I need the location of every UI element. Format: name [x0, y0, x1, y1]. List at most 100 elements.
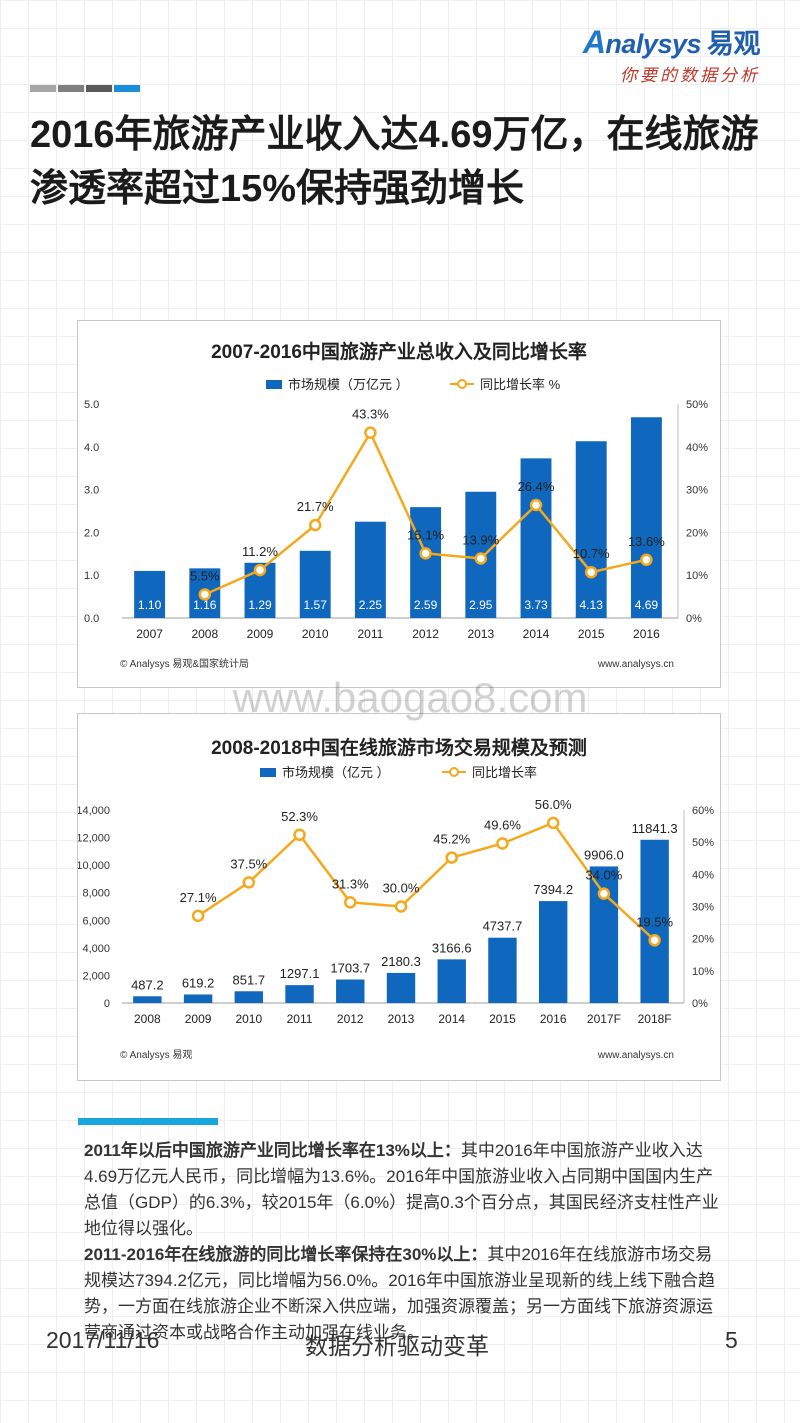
- bar-value-label: 2.25: [359, 598, 383, 612]
- paragraph-2-heading: 2011-2016年在线旅游的同比增长率保持在30%以上：: [84, 1245, 488, 1264]
- bar: [336, 979, 365, 1003]
- bar: [354, 521, 386, 618]
- bar-value-label: 4.69: [635, 598, 659, 612]
- bar-value-label: 1.29: [248, 598, 272, 612]
- logo-wordmark: Analysys 易观: [582, 22, 761, 61]
- bar-value-label: 1703.7: [330, 961, 370, 976]
- x-axis-tick-label: 2015: [489, 1012, 516, 1026]
- growth-rate-label: 13.6%: [628, 534, 665, 549]
- growth-rate-point: [445, 851, 458, 864]
- bar-value-label: 2180.3: [381, 954, 421, 969]
- bar: [133, 996, 162, 1003]
- analysis-text: 2011年以后中国旅游产业同比增长率在13%以上：其中2016年中国旅游产业收入…: [84, 1138, 724, 1346]
- right-axis-tick-label: 50%: [692, 837, 714, 849]
- growth-rate-label: 11.2%: [242, 544, 278, 559]
- growth-rate-point: [308, 518, 322, 532]
- growth-rate-label: 31.3%: [332, 876, 369, 891]
- growth-rate-label: 52.3%: [281, 809, 318, 824]
- bar: [520, 458, 552, 618]
- bar: [285, 985, 314, 1003]
- right-axis-tick-label: 0%: [686, 613, 702, 625]
- paragraph-1-text: 其中2016年中国旅游产业收入达4.69万亿元人民币，同比增幅为13.6%。20…: [84, 1141, 719, 1238]
- paragraph-2: 2011-2016年在线旅游的同比增长率保持在30%以上：其中2016年在线旅游…: [84, 1242, 724, 1346]
- bar-value-label: 2.59: [414, 598, 438, 612]
- bar-value-label: 1.57: [304, 598, 328, 612]
- x-axis-tick-label: 2014: [438, 1012, 465, 1026]
- growth-rate-point: [648, 934, 661, 947]
- x-axis-tick-label: 2012: [412, 627, 439, 641]
- growth-rate-point: [198, 588, 212, 601]
- legend-bar-label: 市场规模（万亿元 ）: [288, 377, 409, 392]
- growth-rate-label: 49.6%: [484, 817, 521, 832]
- bar: [589, 866, 619, 1003]
- x-axis-tick-label: 2016: [633, 627, 660, 641]
- bar: [386, 972, 416, 1003]
- logo-text: nalysys: [605, 29, 701, 59]
- legend-line-marker: [457, 379, 467, 389]
- chart-title: 2007-2016中国旅游产业总收入及同比增长率: [211, 340, 587, 363]
- growth-rate-point: [253, 563, 267, 577]
- right-axis-tick-label: 10%: [692, 966, 714, 978]
- x-axis-tick-label: 2009: [247, 627, 274, 641]
- bar-value-label: 487.2: [131, 977, 164, 992]
- x-axis-tick-label: 2009: [185, 1012, 212, 1026]
- growth-rate-label: 13.9%: [462, 533, 499, 548]
- legend-bar-swatch: [260, 768, 276, 777]
- analysys-logo: Analysys 易观 你要的数据分析: [582, 22, 761, 86]
- growth-rate-label: 34.0%: [585, 868, 622, 883]
- bar-value-label: 851.7: [233, 972, 266, 987]
- x-axis-tick-label: 2015: [578, 627, 605, 641]
- growth-rate-point: [640, 553, 653, 567]
- growth-rate-label: 21.7%: [297, 499, 334, 514]
- bar: [134, 570, 166, 618]
- growth-rate-label: 30.0%: [383, 881, 420, 896]
- right-axis-tick-label: 0%: [692, 998, 708, 1010]
- right-axis-tick-label: 40%: [686, 442, 708, 454]
- accent-bars: [30, 85, 140, 92]
- chart-online-travel: 2008-2018中国在线旅游市场交易规模及预测 市场规模（亿元 ） 同比增长率 0 2…: [77, 713, 721, 1081]
- x-axis-tick-label: 2012: [337, 1012, 364, 1026]
- bar: [183, 994, 213, 1003]
- right-axis-tick-label: 50%: [686, 399, 708, 411]
- bar: [538, 901, 568, 1003]
- x-axis-tick-label: 2013: [388, 1012, 415, 1026]
- x-axis-tick-label: 2013: [467, 627, 494, 641]
- bar: [575, 441, 607, 618]
- bar-value-label: 9906.0: [584, 847, 624, 862]
- x-axis-tick-label: 2010: [235, 1012, 262, 1026]
- bar: [299, 550, 331, 618]
- growth-rate-point: [191, 909, 205, 923]
- chart-title: 2008-2018中国在线旅游市场交易规模及预测: [211, 736, 587, 759]
- growth-rate-point: [529, 498, 543, 512]
- chart-site: www.analysys.cn: [597, 1050, 674, 1061]
- bar-value-label: 619.2: [182, 975, 215, 990]
- x-axis-tick-label: 2010: [302, 627, 329, 641]
- growth-rate-label: 26.4%: [518, 479, 555, 494]
- legend-line-label: 同比增长率 %: [480, 377, 561, 392]
- growth-rate-label: 19.5%: [636, 914, 673, 929]
- bar-value-label: 3.73: [524, 598, 548, 612]
- bar-value-label: 1297.1: [280, 966, 320, 981]
- left-axis-tick-label: 5.0: [84, 399, 99, 411]
- x-axis-tick-label: 2007: [136, 627, 163, 641]
- x-axis-tick-label: 2018F: [638, 1012, 672, 1026]
- chart-source: © Analysys 易观&国家统计局: [120, 657, 249, 670]
- logo-letter: A: [582, 24, 606, 60]
- page-number: 5: [725, 1327, 738, 1353]
- left-axis-tick-label: 2,000: [82, 970, 110, 982]
- left-axis-tick-label: 0.0: [84, 613, 99, 625]
- left-axis-tick-label: 1.0: [84, 570, 99, 582]
- left-axis-tick-label: 4,000: [82, 943, 110, 955]
- logo-cn: 易观: [707, 29, 761, 59]
- growth-rate-point: [597, 887, 611, 900]
- right-axis-tick-label: 10%: [686, 570, 708, 582]
- page-title: 2016年旅游产业收入达4.69万亿，在线旅游渗透率超过15%保持强劲增长: [30, 114, 759, 210]
- bar: [410, 507, 442, 618]
- growth-rate-point: [364, 426, 377, 439]
- growth-rate-label: 15.1%: [407, 527, 444, 542]
- legend-bar-swatch: [266, 380, 282, 389]
- growth-rate-point: [419, 547, 432, 560]
- bar-value-label: 4737.7: [483, 919, 523, 934]
